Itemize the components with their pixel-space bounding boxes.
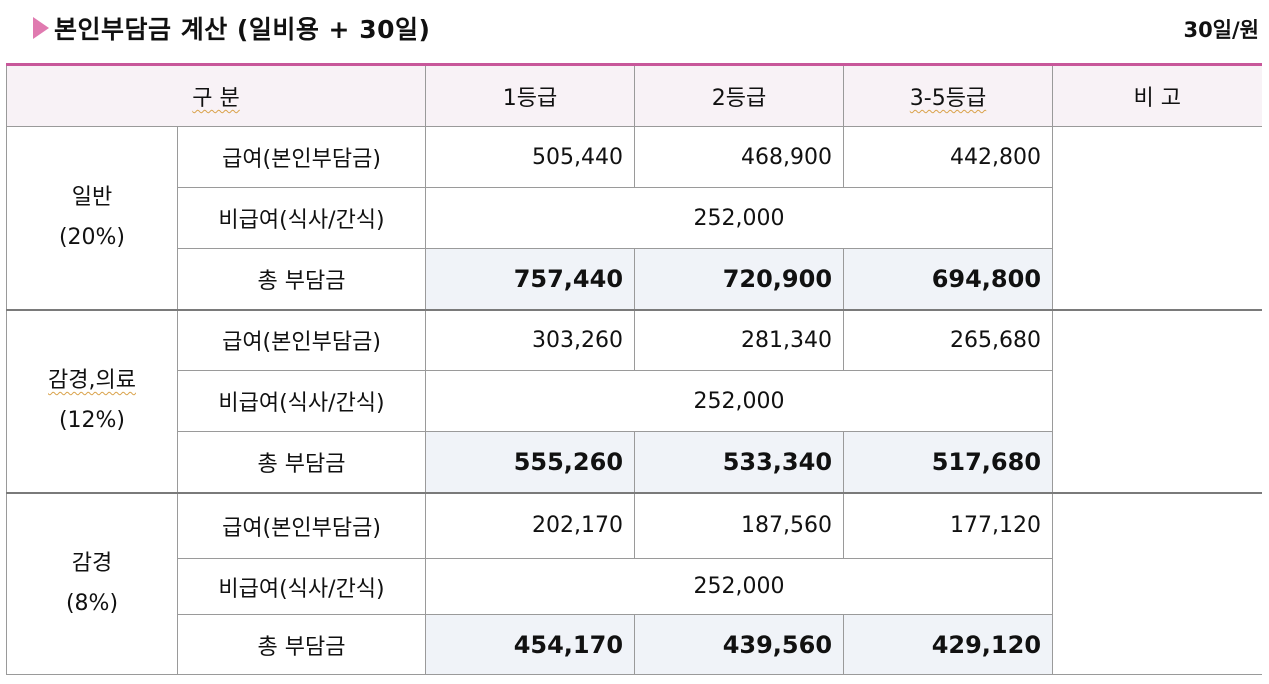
total-cell: 533,340 (634, 431, 845, 493)
row-label: 총 부담금 (176, 431, 427, 493)
row-label: 급여(본인부담금) (176, 491, 427, 559)
group-rate: (20%) (58, 224, 126, 250)
table-row: 비급여(식사/간식) 252,000 (7, 558, 1262, 615)
group-rate: (12%) (58, 408, 126, 433)
row-label: 비급여(식사/간식) (176, 558, 427, 615)
total-cell: 517,680 (843, 431, 1054, 493)
note-cell (1052, 126, 1262, 310)
table-row: 일반 (20%) 급여(본인부담금) 505,440 468,900 442,8… (6, 126, 1262, 310)
header-category: 구 분 (5, 63, 427, 127)
table-row: 총 부담금 555,260 533,340 517,680 (7, 431, 1262, 493)
note-cell (1052, 308, 1262, 493)
total-cell: 757,440 (425, 248, 636, 310)
table-row: 비급여(식사/간식) 252,000 (7, 187, 1262, 249)
value-cell: 505,440 (425, 126, 636, 188)
group-label: 감경 (8%) (6, 491, 178, 675)
value-cell: 265,680 (843, 308, 1054, 371)
row-label: 총 부담금 (176, 248, 427, 310)
header-grade-1: 1등급 (425, 63, 636, 127)
merged-value-cell: 252,000 (425, 187, 1054, 249)
value-cell: 468,900 (634, 126, 845, 188)
group-name: 일반 (71, 184, 113, 210)
group-rate: (8%) (65, 590, 119, 616)
group-name: 감경,의료 (48, 368, 136, 393)
value-cell: 177,120 (843, 491, 1054, 559)
value-cell: 202,170 (425, 491, 636, 559)
merged-value-cell: 252,000 (425, 558, 1054, 615)
total-cell: 429,120 (843, 614, 1054, 675)
group-label: 감경,의료 (12%) (6, 308, 178, 493)
header-grade-2: 2등급 (634, 63, 845, 127)
page-header: 본인부담금 계산 (일비용 + 30일) 30일/원 (0, 0, 1269, 56)
triangle-bullet-icon (33, 17, 49, 39)
group-label: 일반 (20%) (6, 126, 178, 310)
value-cell: 187,560 (634, 491, 845, 559)
value-cell: 281,340 (634, 308, 845, 371)
total-cell: 439,560 (634, 614, 845, 675)
table-row: 감경,의료 (12%) 급여(본인부담금) 303,260 281,340 26… (6, 308, 1262, 493)
note-cell (1052, 491, 1262, 675)
merged-value-cell: 252,000 (425, 370, 1054, 432)
value-cell: 442,800 (843, 126, 1054, 188)
page-title: 본인부담금 계산 (일비용 + 30일) (54, 15, 431, 44)
copay-table: 구 분 1등급 2등급 3-5등급 비 고 일반 (20%) 급여(본인부담금)… (5, 63, 1262, 675)
table-header-row: 구 분 1등급 2등급 3-5등급 비 고 (5, 63, 1262, 127)
total-cell: 454,170 (425, 614, 636, 675)
row-label: 비급여(식사/간식) (176, 187, 427, 249)
table-row: 총 부담금 757,440 720,900 694,800 (7, 248, 1262, 310)
unit-label: 30일/원 (1183, 18, 1259, 42)
row-label: 비급여(식사/간식) (176, 370, 427, 432)
total-cell: 694,800 (843, 248, 1054, 310)
table-row: 총 부담금 454,170 439,560 429,120 (7, 614, 1262, 675)
total-cell: 720,900 (634, 248, 845, 310)
row-label: 총 부담금 (176, 614, 427, 675)
header-note: 비 고 (1052, 63, 1262, 127)
group-name: 감경 (71, 550, 113, 576)
row-label: 급여(본인부담금) (176, 308, 427, 371)
table-row: 비급여(식사/간식) 252,000 (7, 370, 1262, 432)
table-row: 감경 (8%) 급여(본인부담금) 202,170 187,560 177,12… (6, 491, 1262, 675)
row-label: 급여(본인부담금) (176, 126, 427, 188)
total-cell: 555,260 (425, 431, 636, 493)
value-cell: 303,260 (425, 308, 636, 371)
header-grade-3-5: 3-5등급 (843, 63, 1054, 127)
